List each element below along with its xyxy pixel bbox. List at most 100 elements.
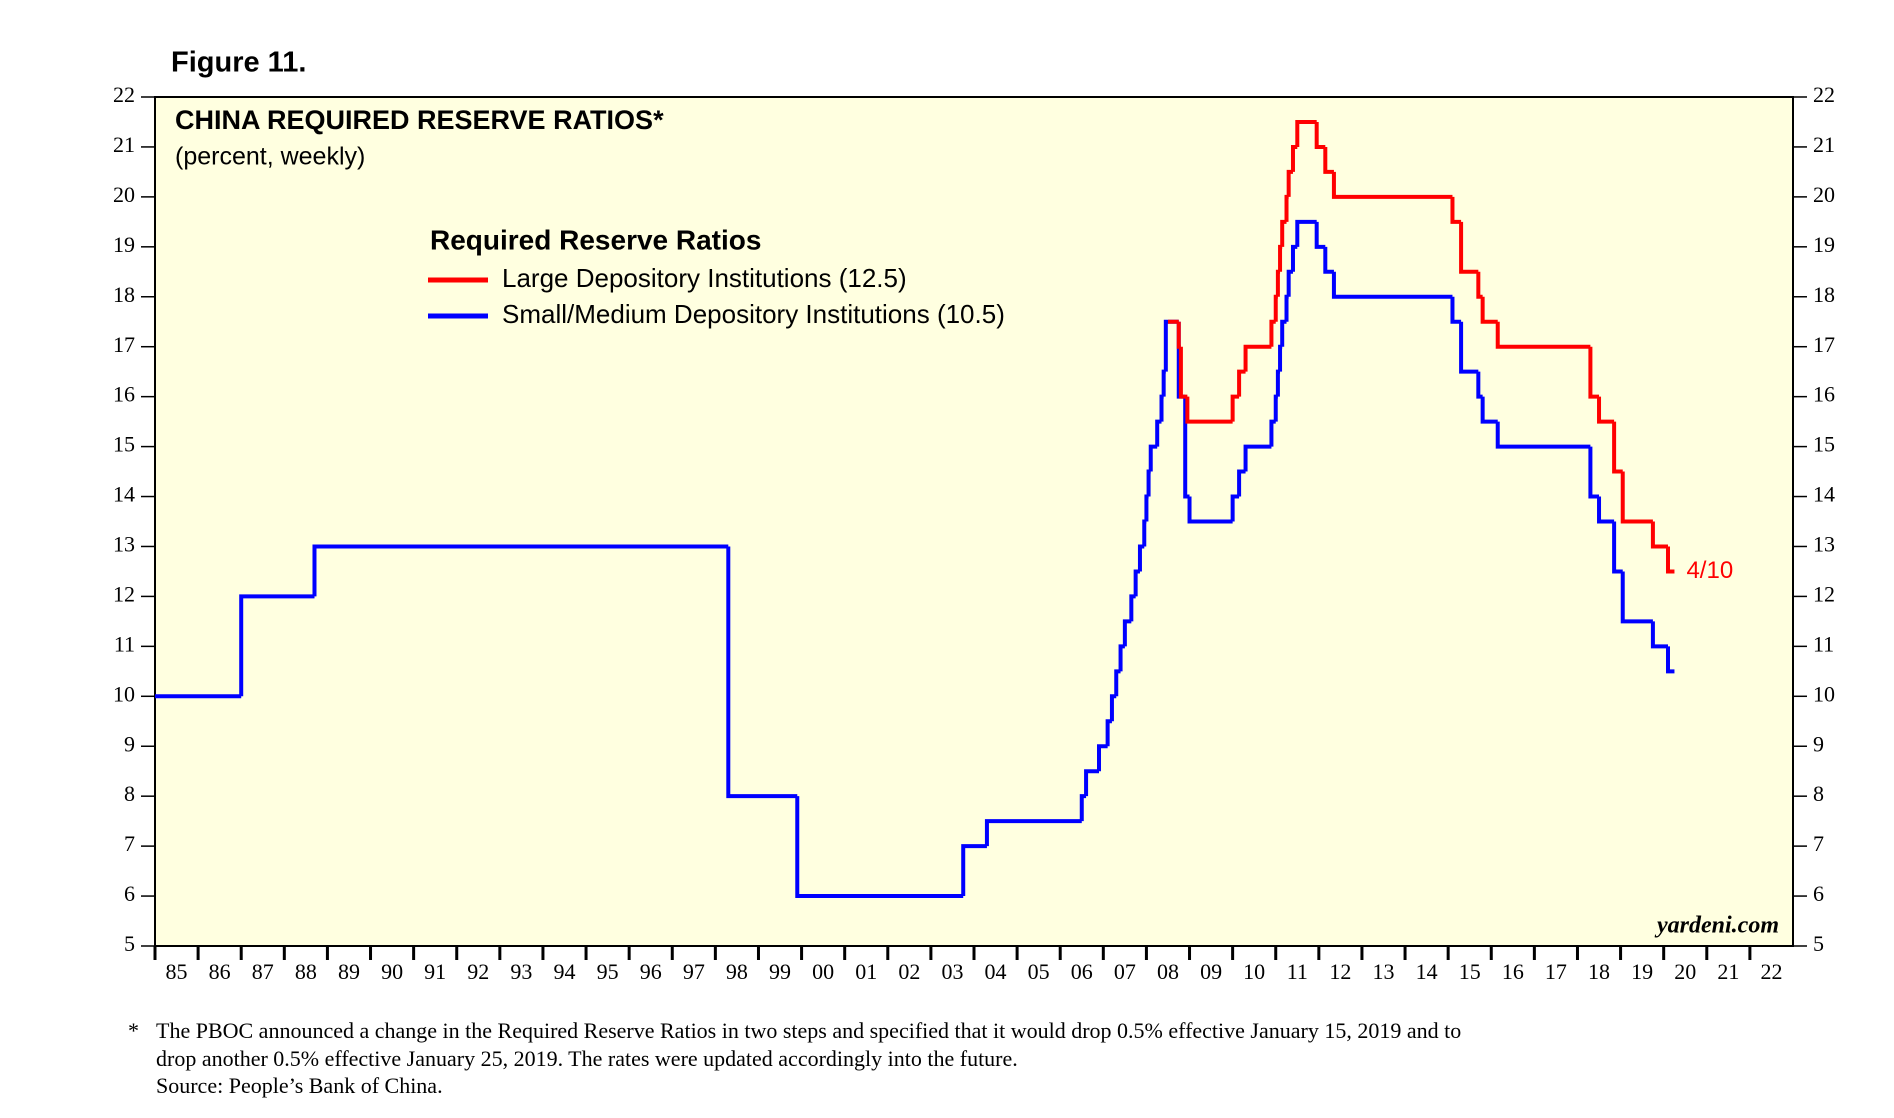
y-tick-label: 13 [113, 532, 135, 557]
footnote-line: Source: People’s Bank of China. [156, 1073, 443, 1098]
plot-area [154, 96, 1794, 947]
x-tick-label: 22 [1760, 959, 1782, 984]
x-tick-label: 05 [1028, 959, 1050, 984]
x-tick-label: 08 [1157, 959, 1179, 984]
y-tick-label: 20 [113, 182, 135, 207]
step-segment [1612, 521, 1623, 574]
step-segment [1275, 269, 1281, 297]
step-segment [1459, 321, 1479, 374]
step-segment [1185, 396, 1233, 424]
x-tick-label: 89 [338, 959, 360, 984]
step-segment [1278, 244, 1283, 272]
x-tick-label: 99 [769, 959, 791, 984]
y-tick-label: 9 [124, 731, 135, 756]
x-tick-label: 01 [855, 959, 877, 984]
x-tick-label: 13 [1373, 959, 1395, 984]
y2-tick-label: 8 [1813, 781, 1824, 806]
x-tick-label: 96 [640, 959, 662, 984]
y2-tick-label: 9 [1813, 731, 1824, 756]
legend-label: Large Depository Institutions (12.5) [502, 263, 907, 293]
step-segment [795, 796, 964, 899]
step-segment [1178, 346, 1188, 399]
x-tick-label: 19 [1631, 959, 1653, 984]
x-tick-label: 10 [1243, 959, 1265, 984]
step-segment [1284, 194, 1289, 222]
x-tick-label: 14 [1416, 959, 1438, 984]
step-segment [726, 546, 798, 799]
legend-title: Required Reserve Ratios [430, 224, 761, 255]
chart-subtitle: (percent, weekly) [175, 143, 365, 171]
x-tick-label: 92 [467, 959, 489, 984]
x-tick-label: 95 [597, 959, 619, 984]
step-segment [1230, 494, 1240, 522]
y-tick-label: 6 [124, 881, 135, 906]
x-tick-label: 97 [683, 959, 705, 984]
y-tick-label: 17 [113, 332, 135, 357]
step-segment [1323, 146, 1334, 174]
y2-tick-label: 10 [1813, 681, 1835, 706]
step-segment [1137, 544, 1145, 572]
x-tick-label: 00 [812, 959, 834, 984]
step-segment [1275, 369, 1281, 397]
y-tick-label: 12 [113, 581, 135, 606]
step-segment [1612, 421, 1623, 474]
step-segment [1176, 321, 1181, 349]
y2-tick-label: 21 [1813, 132, 1835, 157]
step-segment [1284, 294, 1289, 322]
x-tick-label: 02 [898, 959, 920, 984]
step-segment [1122, 619, 1132, 647]
y2-tick-label: 15 [1813, 432, 1835, 457]
y2-tick-label: 17 [1813, 332, 1835, 357]
step-segment [1495, 421, 1591, 449]
step-segment [1146, 469, 1151, 497]
y2-tick-label: 5 [1813, 931, 1824, 956]
annotation: 4/10 [1686, 557, 1733, 584]
step-segment [1142, 519, 1147, 547]
x-tick-label: 03 [941, 959, 963, 984]
x-tick-label: 16 [1502, 959, 1524, 984]
step-segment [1161, 369, 1166, 397]
step-segment [1480, 296, 1498, 324]
step-segment [1243, 344, 1272, 372]
x-tick-label: 91 [424, 959, 446, 984]
step-segment [1450, 296, 1462, 324]
step-segment [1280, 219, 1287, 247]
step-segment [1159, 394, 1164, 422]
y2-tick-label: 11 [1813, 631, 1834, 656]
x-tick-label: 94 [554, 959, 576, 984]
figure-label: Figure 11. [171, 47, 306, 79]
x-tick-label: 04 [985, 959, 1007, 984]
legend: Large Depository Institutions (12.5) Smal… [428, 263, 1005, 329]
x-tick-label: 86 [209, 959, 231, 984]
y2-tick-label: 13 [1813, 532, 1835, 557]
step-segment [1187, 496, 1233, 524]
step-segment [1620, 471, 1653, 524]
x-tick-label: 11 [1287, 959, 1308, 984]
step-segment [1665, 646, 1675, 674]
legend-label: Small/Medium Depository Institutions (10… [502, 299, 1005, 329]
y2-tick-label: 12 [1813, 581, 1835, 606]
y2-tick-label: 22 [1813, 82, 1835, 107]
step-segment [1620, 571, 1653, 624]
y2-tick-label: 14 [1813, 482, 1835, 507]
x-tick-label: 20 [1674, 959, 1696, 984]
step-segment [1314, 221, 1326, 249]
step-segment [1650, 521, 1668, 549]
y-tick-label: 15 [113, 432, 135, 457]
step-segment [1495, 321, 1591, 349]
step-segment [1097, 744, 1108, 772]
y-tick-label: 10 [113, 681, 135, 706]
step-segment [1295, 219, 1317, 247]
step-segment [1588, 346, 1600, 399]
x-tick-label: 98 [726, 959, 748, 984]
x-tick-label: 15 [1459, 959, 1481, 984]
step-segment [1665, 546, 1675, 574]
step-segment [1237, 469, 1246, 497]
step-segment [1183, 396, 1190, 499]
step-segment [1480, 396, 1498, 424]
y-tick-label: 21 [113, 132, 135, 157]
y-tick-label: 7 [124, 831, 135, 856]
step-segment [1278, 344, 1283, 372]
y-tick-label: 5 [124, 931, 135, 956]
step-segment [1331, 271, 1453, 299]
